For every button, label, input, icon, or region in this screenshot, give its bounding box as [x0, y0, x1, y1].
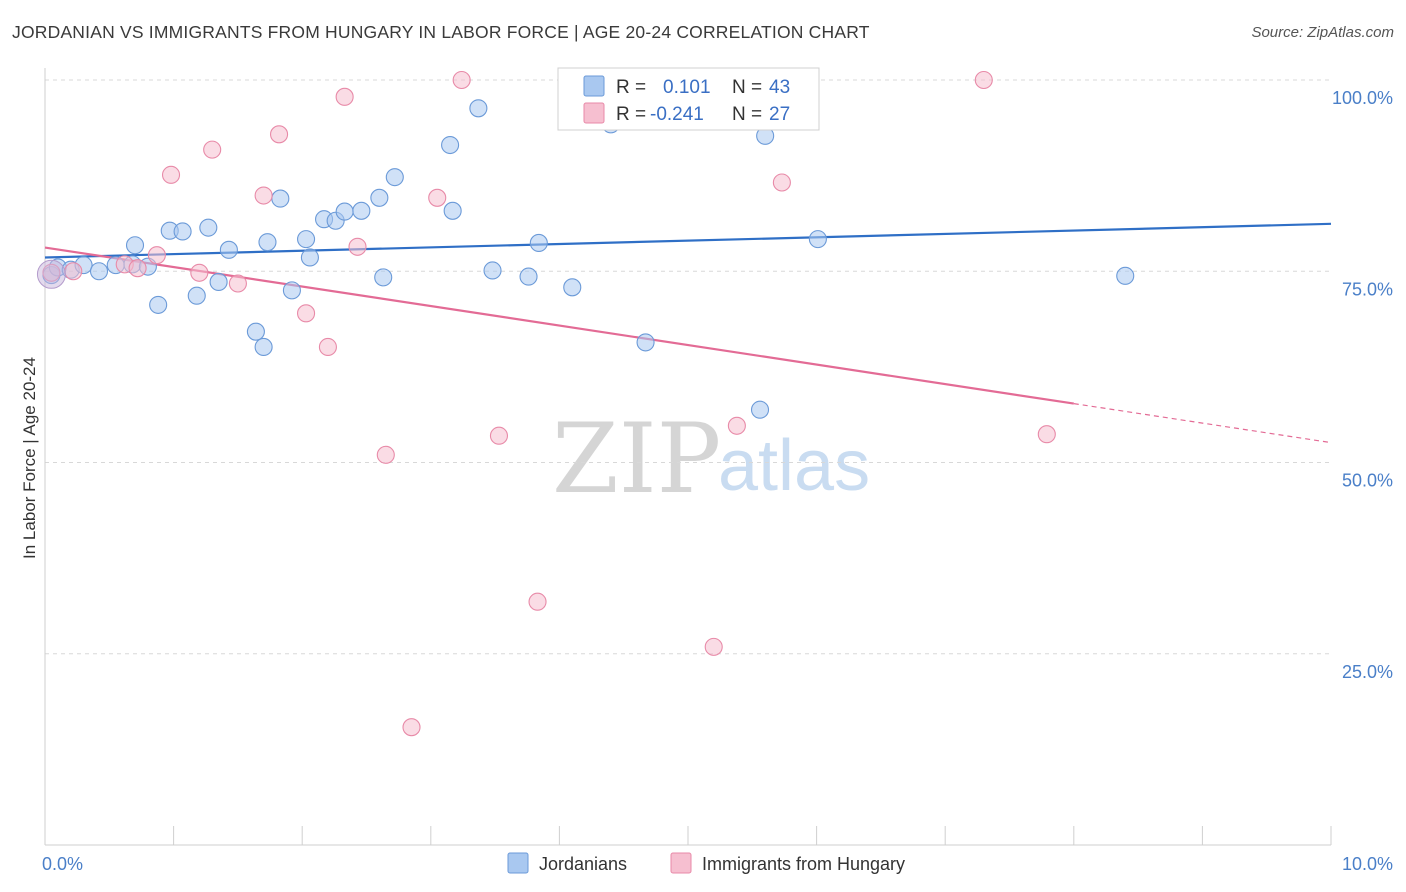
point-hungary [297, 304, 316, 323]
point-jordanians [335, 202, 354, 221]
point-jordanians [519, 267, 538, 286]
point-jordanians [209, 272, 228, 292]
grid-lines [45, 79, 1331, 655]
scatter-points [36, 70, 1135, 737]
point-hungary [64, 262, 83, 281]
watermark-zip: ZIP [552, 403, 721, 515]
legend-r-label-1: R = [616, 77, 646, 98]
y-tick-label: 75.0% [1342, 279, 1393, 299]
point-jordanians [149, 295, 168, 314]
point-hungary [318, 337, 337, 357]
point-jordanians [282, 281, 301, 300]
point-jordanians [385, 168, 404, 187]
point-hungary [376, 445, 395, 464]
point-hungary [270, 125, 289, 144]
legend-n-value-2: 27 [769, 104, 790, 125]
point-hungary [428, 188, 447, 207]
point-hungary [528, 592, 547, 611]
point-jordanians [370, 188, 389, 207]
y-tick-label: 100.0% [1332, 88, 1393, 108]
watermark-atlas: atlas [718, 426, 870, 506]
point-jordanians [258, 233, 277, 252]
point-hungary [489, 426, 509, 445]
point-hungary [203, 140, 222, 159]
bottom-legend-jordanians: Jordanians [539, 854, 627, 874]
point-jordanians [246, 322, 265, 341]
point-hungary [974, 70, 993, 90]
axes [44, 68, 1332, 846]
legend-r-label-2: R = [616, 104, 646, 125]
point-hungary [228, 274, 247, 293]
series-legend: Jordanians Immigrants from Hungary [507, 852, 905, 874]
point-hungary [704, 637, 723, 656]
trend-line-jordanians [44, 222, 1332, 259]
point-jordanians [469, 99, 488, 118]
point-jordanians [808, 230, 827, 249]
point-hungary [772, 173, 791, 192]
point-hungary [348, 237, 367, 256]
legend-r-value-1: 0.101 [663, 77, 711, 98]
legend-r-value-2: -0.241 [650, 104, 704, 125]
x-tick-label: 0.0% [42, 854, 83, 874]
point-jordanians [529, 233, 548, 252]
y-tick-label: 50.0% [1342, 471, 1393, 491]
legend-n-value-1: 43 [769, 77, 790, 98]
point-hungary [128, 259, 147, 278]
y-tick-label: 25.0% [1342, 662, 1393, 682]
legend-swatch-jordanians [583, 75, 605, 97]
point-jordanians [300, 248, 319, 267]
point-jordanians [173, 222, 192, 241]
point-hungary [452, 70, 471, 90]
legend-n-label-2: N = [732, 104, 762, 125]
point-hungary [727, 416, 746, 435]
point-hungary [1037, 425, 1056, 444]
point-hungary [402, 718, 421, 737]
point-jordanians [443, 201, 462, 220]
bottom-legend-swatch-jordanians [507, 852, 529, 874]
point-jordanians [89, 262, 109, 281]
point-jordanians [441, 135, 460, 155]
correlation-legend: R = 0.101 N = 43 R = -0.241 N = 27 [557, 67, 820, 131]
point-jordanians [271, 189, 290, 208]
bottom-legend-hungary: Immigrants from Hungary [702, 854, 905, 874]
point-hungary [161, 165, 181, 184]
point-jordanians [125, 236, 145, 255]
point-jordanians [297, 230, 316, 249]
point-jordanians [483, 261, 502, 280]
x-tick-labels: 0.0% 10.0% [42, 854, 1393, 874]
point-hungary [190, 263, 209, 282]
y-axis-title: In Labor Force | Age 20-24 [20, 357, 39, 559]
point-jordanians [187, 286, 206, 305]
x-tick-label: 10.0% [1342, 854, 1393, 874]
point-hungary [335, 87, 354, 106]
legend-n-label-1: N = [732, 77, 762, 98]
point-jordanians [254, 337, 273, 357]
y-tick-labels: 25.0% 50.0% 75.0% 100.0% [1332, 88, 1393, 682]
point-jordanians [374, 268, 393, 287]
point-hungary [254, 186, 273, 205]
point-jordanians [1116, 266, 1135, 285]
point-jordanians [352, 201, 371, 220]
trend-line-extension [1073, 403, 1332, 444]
point-cluster [36, 259, 66, 289]
point-jordanians [563, 278, 582, 297]
point-hungary [147, 246, 166, 265]
point-jordanians [636, 333, 655, 352]
point-jordanians [750, 400, 770, 419]
point-jordanians [219, 240, 238, 259]
chart-title: JORDANIAN VS IMMIGRANTS FROM HUNGARY IN … [12, 22, 870, 42]
source-label: Source: ZipAtlas.com [1251, 24, 1394, 41]
point-jordanians [199, 218, 218, 237]
legend-swatch-hungary [583, 102, 605, 124]
bottom-legend-swatch-hungary [670, 852, 692, 874]
